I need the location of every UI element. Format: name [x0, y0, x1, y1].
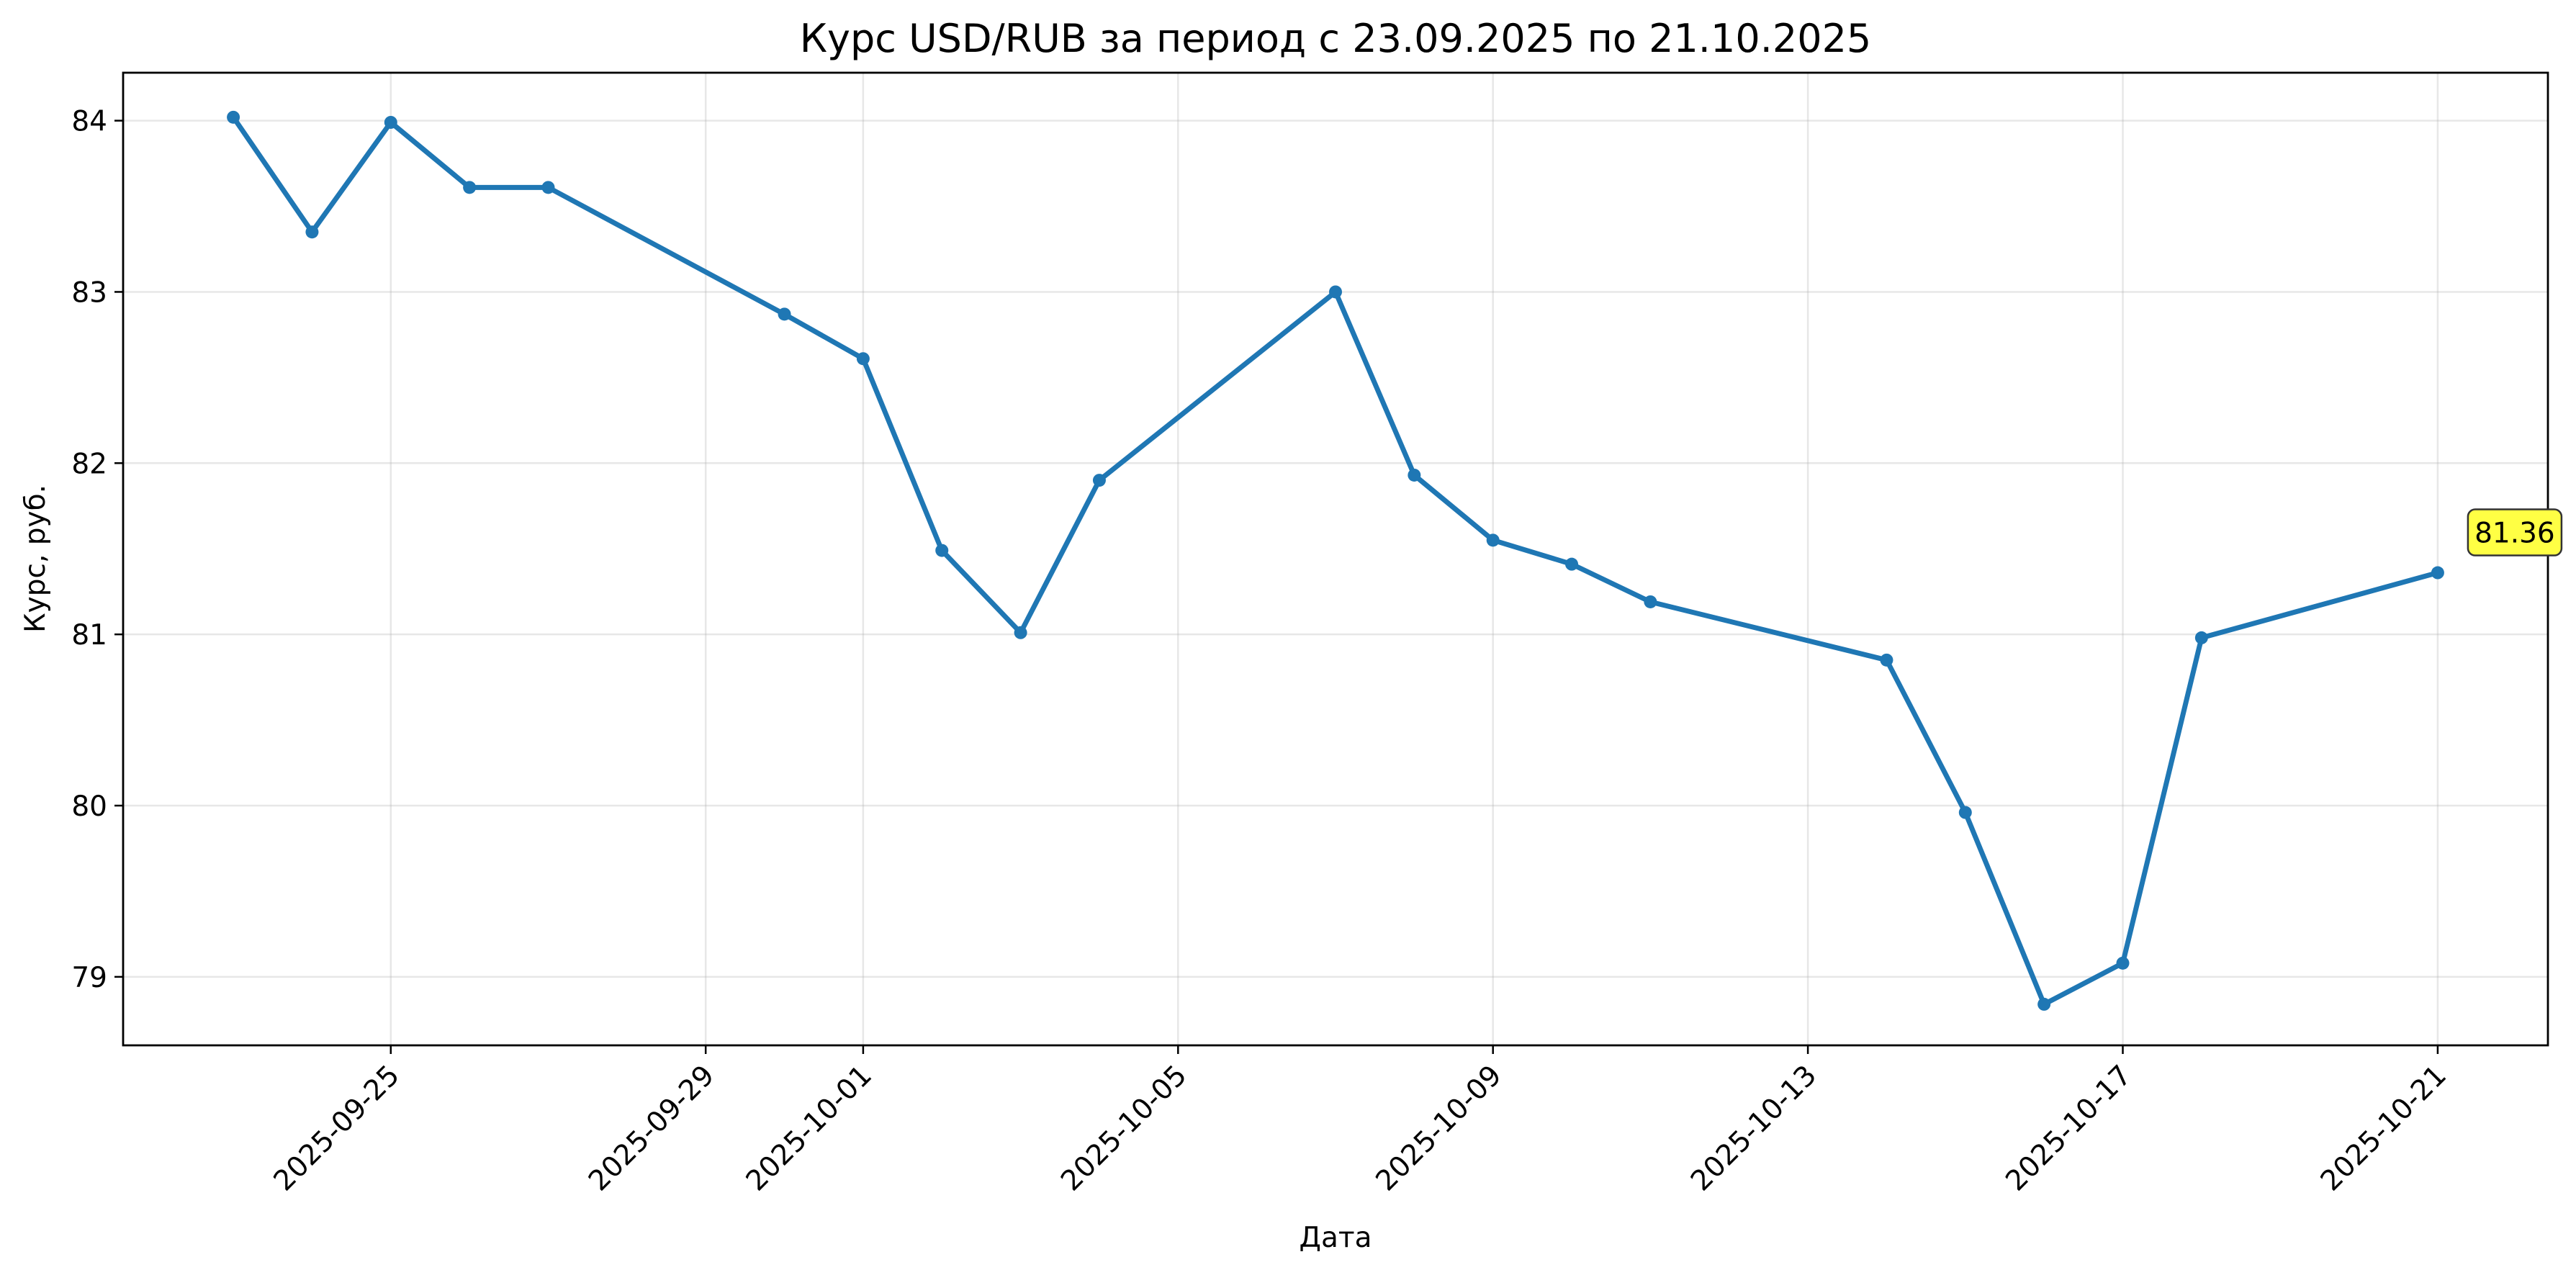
series-layer: [227, 110, 2444, 1011]
data-point: [1092, 474, 1106, 487]
y-axis-label: Курс, руб.: [19, 485, 52, 633]
annotation: 81.36: [2467, 508, 2563, 557]
data-point: [1644, 595, 1657, 608]
x-tick-label: 2025-09-29: [582, 1059, 721, 1197]
data-point: [2431, 566, 2444, 580]
chart-title: Курс USD/RUB за период с 23.09.2025 по 2…: [800, 16, 1872, 61]
plot-area-frame: [122, 71, 2549, 1047]
data-point: [1880, 653, 1893, 667]
data-point: [1486, 533, 1500, 547]
x-tick-label: 2025-10-01: [740, 1059, 878, 1197]
data-point: [463, 181, 477, 194]
x-tick-label: 2025-09-25: [268, 1059, 406, 1197]
annotation-box: [2467, 508, 2563, 557]
data-point: [1958, 806, 1972, 819]
y-tick-label: 79: [71, 962, 107, 994]
data-point: [1014, 626, 1027, 639]
data-point: [541, 181, 555, 194]
y-tick-label: 80: [71, 790, 107, 823]
data-point: [2194, 631, 2208, 644]
y-tick-label: 84: [71, 106, 107, 138]
data-point: [1408, 468, 1421, 482]
data-point: [1329, 285, 1342, 299]
series-line: [230, 114, 2441, 1007]
data-point: [778, 307, 791, 321]
y-tick-label: 81: [71, 619, 107, 652]
data-point: [2116, 956, 2130, 970]
grid: [123, 73, 2548, 1045]
y-tick-label: 82: [71, 448, 107, 480]
x-tick-label: 2025-10-09: [1370, 1059, 1508, 1197]
data-point: [305, 225, 319, 239]
x-tick-label: 2025-10-17: [1999, 1059, 2138, 1197]
data-point: [1565, 557, 1579, 571]
x-tick-label: 2025-10-13: [1685, 1059, 1823, 1197]
data-point: [227, 110, 240, 124]
y-tick-label: 83: [71, 276, 107, 309]
x-axis-label: Дата: [1300, 1222, 1372, 1254]
x-tick-label: 2025-10-21: [2315, 1059, 2453, 1197]
data-point: [2037, 997, 2051, 1011]
data-point: [856, 352, 870, 366]
annotation-label: 81.36: [2474, 518, 2555, 550]
data-point: [384, 115, 397, 129]
data-point: [935, 544, 949, 557]
x-tick-label: 2025-10-05: [1055, 1059, 1193, 1197]
